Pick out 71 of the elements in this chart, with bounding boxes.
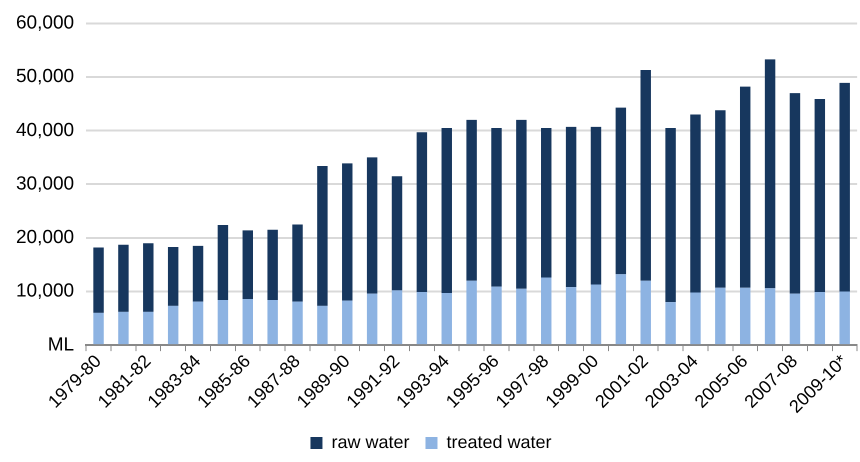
bar [342, 163, 352, 301]
bar [715, 288, 726, 344]
bar [541, 278, 552, 344]
bar [640, 70, 651, 281]
bar [566, 126, 576, 288]
bar [218, 224, 228, 300]
bar [292, 302, 303, 344]
bar [491, 286, 502, 344]
bar [690, 114, 701, 293]
bar [366, 157, 378, 294]
bar [118, 244, 129, 312]
bar [740, 288, 750, 344]
bar [665, 128, 676, 302]
bar [392, 176, 402, 290]
bar [442, 293, 452, 344]
bar [590, 126, 602, 284]
bar [616, 108, 626, 274]
bar [541, 128, 552, 278]
y-tick-label: 20,000 [16, 227, 74, 248]
y-tick-label: 50,000 [16, 66, 74, 88]
bar [814, 292, 826, 344]
bar [616, 274, 626, 344]
bar [814, 98, 826, 292]
bar [242, 298, 253, 344]
bar [192, 302, 204, 344]
bar [790, 294, 800, 344]
bar [764, 59, 776, 288]
bar [466, 280, 477, 344]
bar [143, 243, 154, 312]
bar [790, 93, 800, 294]
bar [317, 166, 328, 306]
bar [566, 287, 576, 344]
bar [218, 300, 228, 344]
bar [292, 224, 303, 302]
legend-label: treated water [446, 432, 552, 452]
bar [416, 292, 428, 344]
bar [267, 300, 278, 344]
bar [366, 294, 378, 344]
bar [839, 82, 850, 292]
bar [442, 128, 452, 294]
bar [118, 312, 129, 344]
bar [267, 230, 278, 300]
y-tick-label: 40,000 [16, 120, 74, 141]
bar [342, 300, 352, 344]
bar [317, 306, 328, 344]
bar [516, 288, 527, 344]
bar [640, 280, 651, 344]
bar [715, 110, 726, 288]
bar [665, 302, 676, 344]
bar [242, 230, 253, 299]
bar [416, 132, 428, 292]
y-tick-label: 30,000 [16, 173, 74, 194]
bar [192, 246, 204, 302]
bar [143, 312, 154, 344]
bar [516, 120, 527, 289]
y-tick-label: ML [48, 334, 74, 356]
bar [590, 284, 602, 344]
bar [740, 86, 750, 288]
bar [466, 120, 477, 281]
y-tick-label: 10,000 [16, 280, 74, 302]
bar [690, 292, 701, 344]
bar [491, 128, 502, 287]
legend-label: raw water [331, 432, 410, 452]
bar [93, 312, 104, 344]
bar [392, 290, 402, 344]
bar [764, 288, 776, 344]
bar [168, 306, 178, 344]
bar [168, 246, 178, 306]
bar [839, 291, 850, 344]
bar [93, 247, 104, 313]
y-tick-label: 60,000 [16, 12, 74, 34]
